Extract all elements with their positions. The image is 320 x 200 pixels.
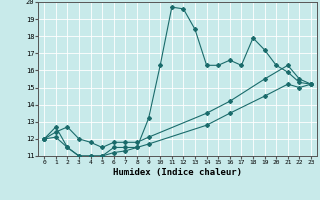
- X-axis label: Humidex (Indice chaleur): Humidex (Indice chaleur): [113, 168, 242, 177]
